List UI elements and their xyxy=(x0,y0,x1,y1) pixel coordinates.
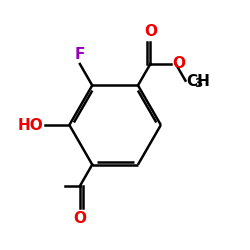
Text: CH: CH xyxy=(186,74,210,89)
Text: F: F xyxy=(75,47,85,62)
Text: O: O xyxy=(144,24,157,39)
Text: 3: 3 xyxy=(194,77,202,90)
Text: O: O xyxy=(74,211,86,226)
Text: O: O xyxy=(172,56,186,72)
Text: HO: HO xyxy=(18,118,44,132)
